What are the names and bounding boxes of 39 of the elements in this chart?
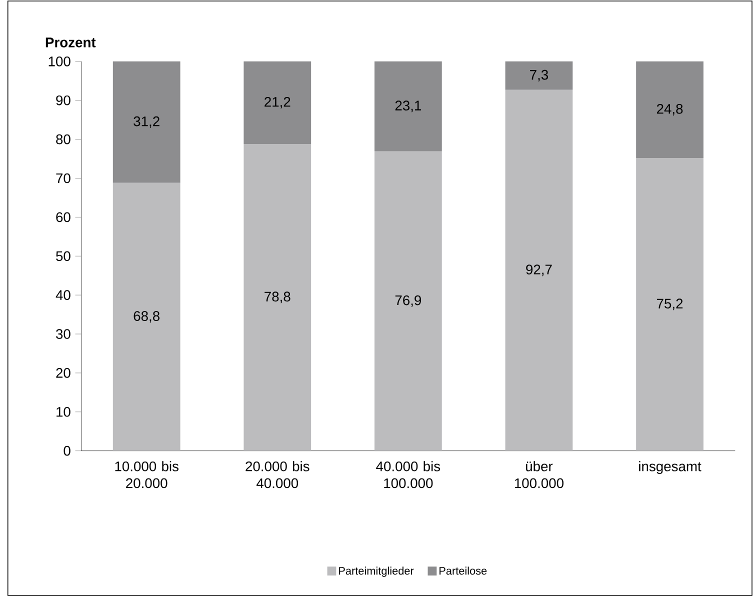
y-tick-label: 80 bbox=[56, 134, 70, 144]
y-tick-label: 40 bbox=[56, 290, 70, 300]
legend-label: Parteimitglieder bbox=[339, 566, 414, 577]
y-tick-label: 70 bbox=[56, 173, 70, 183]
bar bbox=[112, 61, 180, 183]
x-tick-label: insgesamt bbox=[639, 460, 702, 474]
bar bbox=[505, 61, 573, 90]
data-label: 31,2 bbox=[134, 116, 160, 128]
x-tick-label: 10.000 bis 20.000 bbox=[115, 460, 178, 488]
data-label: 68,8 bbox=[134, 310, 160, 322]
legend-label: Parteilose bbox=[440, 566, 487, 574]
data-label: 7,3 bbox=[530, 70, 548, 82]
bar bbox=[374, 151, 442, 451]
y-axis-title: Prozent bbox=[46, 37, 96, 48]
bar bbox=[636, 158, 704, 451]
y-tick-label: 90 bbox=[56, 95, 70, 106]
y-tick-label: 10 bbox=[56, 406, 70, 417]
data-label: 24,8 bbox=[656, 104, 683, 116]
y-tick-label: 50 bbox=[56, 250, 70, 261]
data-label: 75,2 bbox=[656, 298, 683, 310]
bar bbox=[112, 182, 180, 451]
bar bbox=[374, 61, 442, 152]
y-tick-label: 0 bbox=[64, 446, 70, 456]
data-label: 23,1 bbox=[395, 100, 422, 112]
bar bbox=[505, 90, 573, 451]
bar bbox=[244, 61, 312, 144]
x-tick-label: 20.000 bis 40.000 bbox=[246, 460, 310, 488]
data-label: 92,7 bbox=[526, 264, 552, 276]
bar bbox=[244, 144, 312, 451]
data-label: 21,2 bbox=[264, 96, 290, 108]
data-label: 76,9 bbox=[395, 295, 422, 307]
data-label: 78,8 bbox=[264, 291, 290, 303]
y-tick-label: 60 bbox=[56, 212, 70, 222]
x-tick-label: über 100.000 bbox=[514, 460, 564, 488]
bar bbox=[636, 61, 704, 158]
x-tick-label: 40.000 bis 100.000 bbox=[376, 460, 440, 488]
y-tick-label: 100 bbox=[48, 56, 70, 66]
y-tick-label: 30 bbox=[56, 328, 70, 339]
y-tick-label: 20 bbox=[56, 368, 70, 378]
